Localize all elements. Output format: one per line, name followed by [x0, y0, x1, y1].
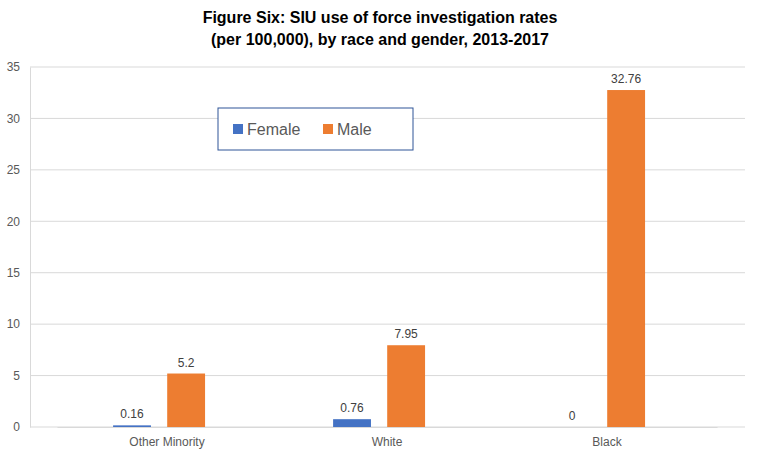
data-label: 0.16 [120, 407, 144, 421]
chart: Figure Six: SIU use of force investigati… [0, 0, 760, 474]
y-axis: 0 5 10 15 20 25 30 35 [7, 60, 31, 434]
y-tick: 30 [7, 112, 30, 126]
bar [333, 419, 371, 427]
y-tick-label: 0 [13, 420, 20, 434]
x-axis: Other Minority White Black [58, 427, 718, 449]
background [0, 0, 760, 474]
data-label: 0 [569, 409, 576, 423]
data-label: 5.2 [178, 356, 195, 370]
bar [387, 345, 425, 427]
y-tick: 20 [7, 215, 30, 229]
y-tick-label: 25 [7, 163, 21, 177]
data-label: 0.76 [340, 401, 364, 415]
y-tick: 15 [7, 266, 30, 280]
x-tick: White [372, 427, 403, 449]
legend-label: Male [337, 121, 372, 138]
legend-label: Female [247, 121, 300, 138]
y-tick-label: 10 [7, 317, 21, 331]
bar [553, 427, 591, 428]
title: Figure Six: SIU use of force investigati… [203, 9, 558, 26]
y-tick: 5 [13, 369, 30, 383]
legend-swatch [323, 124, 333, 134]
data-labels: 0.16 0.76 0 5.2 7.95 32.76 [120, 72, 641, 423]
y-tick-label: 15 [7, 266, 21, 280]
bars [113, 90, 645, 427]
y-tick-label: 5 [13, 369, 20, 383]
x-tick: Other Minority [129, 427, 204, 449]
y-tick-label: 30 [7, 112, 21, 126]
y-tick-label: 35 [7, 60, 21, 74]
y-tick: 10 [7, 317, 30, 331]
grid-line [30, 67, 745, 68]
y-axis-line [30, 68, 31, 428]
y-tick: 25 [7, 163, 30, 177]
bar [607, 90, 645, 427]
title: (per 100,000), by race and gender, 2013-… [211, 31, 549, 48]
bar [167, 374, 205, 427]
y-tick: 0 [13, 420, 30, 434]
data-label: 7.95 [394, 327, 418, 341]
title-group: Figure Six: SIU use of force investigati… [203, 9, 558, 48]
legend-box [218, 108, 413, 150]
x-axis-line [58, 427, 718, 428]
data-label: 32.76 [611, 72, 641, 86]
bar [113, 425, 151, 427]
x-tick-label: Black [592, 435, 622, 449]
legend: Female Male [218, 108, 413, 150]
y-tick: 35 [7, 60, 30, 74]
x-tick: Black [592, 427, 622, 449]
legend-swatch [233, 124, 243, 134]
x-tick-label: Other Minority [129, 435, 204, 449]
x-tick-label: White [372, 435, 403, 449]
grid [30, 67, 745, 427]
y-tick-label: 20 [7, 215, 21, 229]
